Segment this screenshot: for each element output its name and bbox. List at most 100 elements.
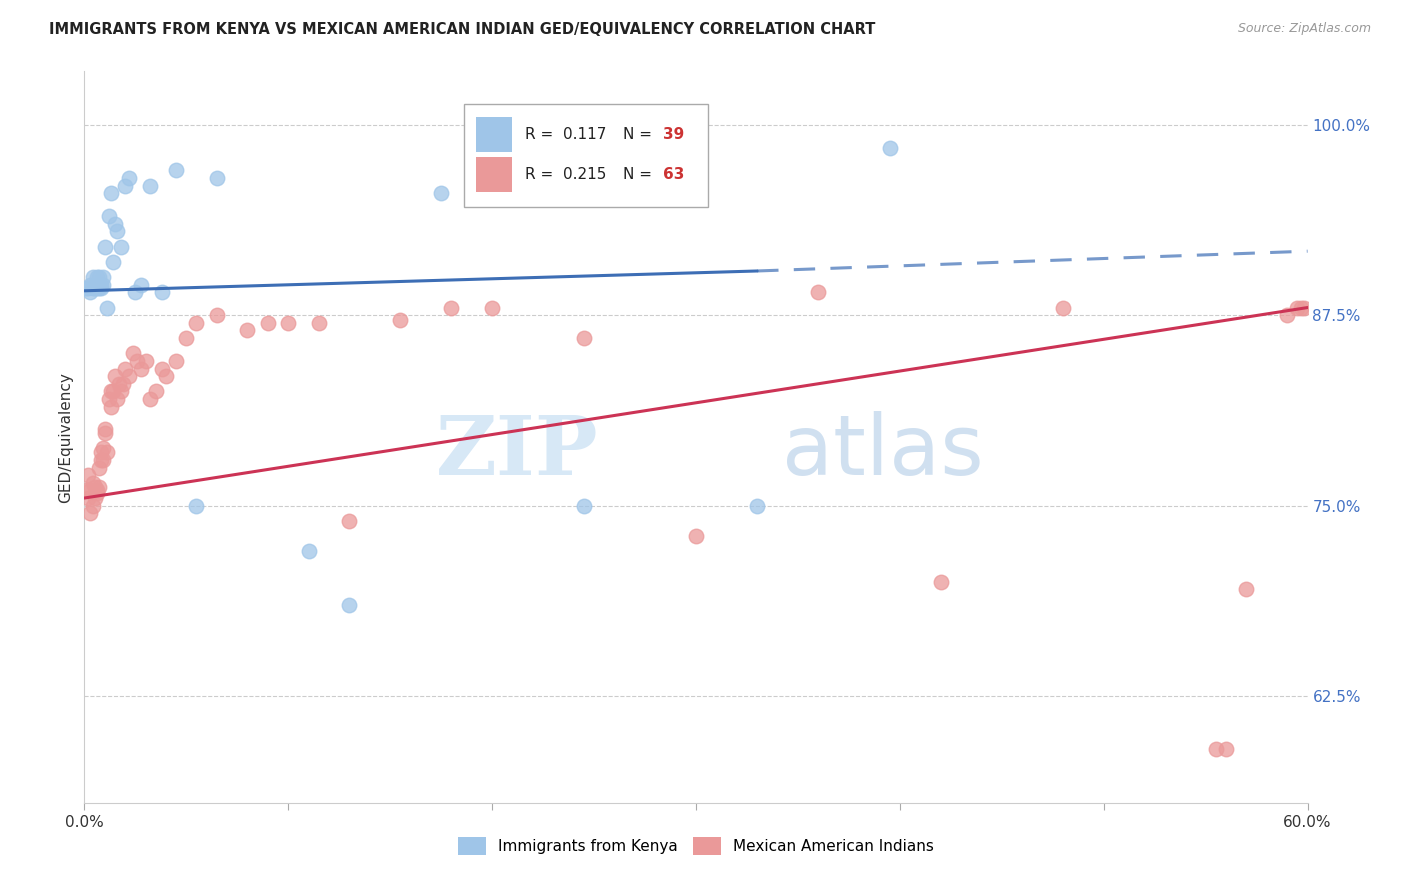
Point xyxy=(1205,742,1227,756)
Point xyxy=(135,354,157,368)
Point xyxy=(90,277,112,292)
Point xyxy=(91,441,114,455)
Point xyxy=(131,361,153,376)
Point xyxy=(165,163,187,178)
Point xyxy=(118,171,141,186)
Point xyxy=(138,178,160,193)
Point xyxy=(339,514,361,528)
Point xyxy=(430,186,453,201)
Point xyxy=(77,281,100,295)
Point xyxy=(572,331,595,345)
Point xyxy=(79,506,101,520)
Point xyxy=(110,239,132,253)
Point xyxy=(100,384,122,399)
Point xyxy=(122,346,145,360)
Point xyxy=(236,323,259,337)
Point xyxy=(572,499,595,513)
Point xyxy=(205,308,228,322)
Point xyxy=(87,281,110,295)
Point xyxy=(101,255,124,269)
Point xyxy=(104,369,127,384)
Point xyxy=(91,453,114,467)
Point xyxy=(389,312,412,326)
Point xyxy=(118,369,141,384)
Point xyxy=(747,499,769,513)
Point xyxy=(97,209,120,223)
Point xyxy=(91,277,114,292)
Point xyxy=(87,270,110,285)
Point xyxy=(83,281,105,295)
Y-axis label: GED/Equivalency: GED/Equivalency xyxy=(58,372,73,502)
Point xyxy=(481,301,503,315)
Point xyxy=(1292,301,1315,315)
Point xyxy=(101,384,124,399)
Point xyxy=(1286,301,1309,315)
Point xyxy=(298,544,321,558)
Text: ZIP: ZIP xyxy=(436,412,598,491)
Text: R =  0.215: R = 0.215 xyxy=(524,167,606,182)
Point xyxy=(440,301,463,315)
Point xyxy=(127,354,149,368)
Point xyxy=(100,186,122,201)
Point xyxy=(1236,582,1258,597)
Point xyxy=(96,445,118,459)
Point xyxy=(205,171,228,186)
Point xyxy=(186,499,208,513)
Point xyxy=(131,277,153,292)
Point xyxy=(807,285,830,300)
Point xyxy=(879,140,901,154)
FancyBboxPatch shape xyxy=(464,104,709,207)
Text: R =  0.117: R = 0.117 xyxy=(524,127,606,142)
Point xyxy=(79,483,101,498)
Point xyxy=(93,425,115,440)
Point xyxy=(277,316,299,330)
Point xyxy=(1277,308,1299,322)
Point xyxy=(1215,742,1237,756)
Point xyxy=(145,384,167,399)
Point xyxy=(77,468,100,483)
Point xyxy=(86,483,108,498)
Point xyxy=(174,331,197,345)
Point xyxy=(86,486,108,500)
Point xyxy=(105,392,128,406)
Point xyxy=(114,361,136,376)
Point xyxy=(82,475,104,490)
Point xyxy=(79,277,101,292)
Point xyxy=(83,480,105,494)
Point xyxy=(165,354,187,368)
Bar xyxy=(475,117,513,152)
Point xyxy=(114,178,136,193)
Point xyxy=(77,491,100,505)
Point xyxy=(124,285,146,300)
Point xyxy=(75,483,97,498)
Point xyxy=(90,281,112,295)
Point xyxy=(104,217,127,231)
Point xyxy=(110,384,132,399)
Point xyxy=(82,270,104,285)
Point xyxy=(75,281,97,295)
Point xyxy=(339,598,361,612)
Point xyxy=(108,376,131,391)
Point xyxy=(83,277,105,292)
Point xyxy=(150,361,173,376)
Text: N =: N = xyxy=(623,167,657,182)
Point xyxy=(1291,301,1313,315)
Text: atlas: atlas xyxy=(782,411,983,492)
Text: IMMIGRANTS FROM KENYA VS MEXICAN AMERICAN INDIAN GED/EQUIVALENCY CORRELATION CHA: IMMIGRANTS FROM KENYA VS MEXICAN AMERICA… xyxy=(49,22,876,37)
Point xyxy=(96,301,118,315)
Point xyxy=(90,453,112,467)
Point xyxy=(685,529,707,543)
Point xyxy=(82,499,104,513)
Point xyxy=(138,392,160,406)
Point xyxy=(1052,301,1074,315)
Point xyxy=(97,392,120,406)
Text: 39: 39 xyxy=(664,127,685,142)
Point xyxy=(93,422,115,436)
Legend: Immigrants from Kenya, Mexican American Indians: Immigrants from Kenya, Mexican American … xyxy=(453,831,939,861)
Point xyxy=(308,316,330,330)
Point xyxy=(257,316,280,330)
Point xyxy=(90,445,112,459)
Point xyxy=(100,400,122,414)
Bar xyxy=(475,157,513,192)
Point xyxy=(83,491,105,505)
